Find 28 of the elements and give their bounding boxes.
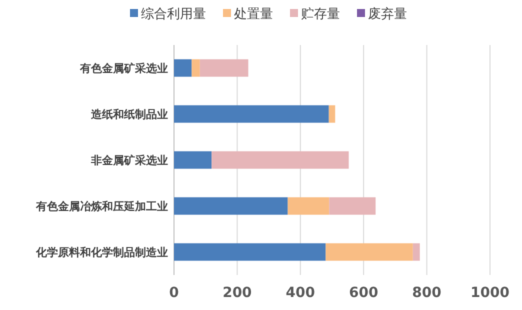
y-tick-label: 非金属矿采选业 bbox=[90, 154, 168, 167]
bar bbox=[174, 151, 212, 169]
x-tick-label: 600 bbox=[348, 285, 378, 301]
bar bbox=[174, 59, 192, 77]
bar bbox=[192, 59, 200, 77]
x-tick-label: 800 bbox=[412, 285, 442, 301]
bar bbox=[174, 105, 329, 123]
legend-label: 贮存量 bbox=[301, 7, 340, 22]
legend-label: 处置量 bbox=[234, 7, 273, 22]
bar bbox=[288, 197, 330, 215]
bar bbox=[174, 243, 326, 261]
bar bbox=[326, 243, 413, 261]
bar bbox=[412, 243, 420, 261]
x-tick-label: 0 bbox=[169, 285, 180, 301]
y-tick-label: 有色金属冶炼和压延加工业 bbox=[35, 200, 168, 213]
bar bbox=[200, 59, 248, 77]
x-tick-label: 400 bbox=[286, 285, 316, 301]
y-tick-label: 有色金属矿采选业 bbox=[79, 62, 168, 75]
legend-label: 废弃量 bbox=[368, 6, 407, 22]
y-tick-label: 化学原料和化学制品制造业 bbox=[35, 246, 168, 259]
x-tick-label: 1000 bbox=[470, 285, 510, 301]
y-tick-label: 造纸和纸制品业 bbox=[90, 108, 168, 121]
bar bbox=[174, 197, 288, 215]
bar bbox=[212, 151, 349, 169]
x-tick-label: 200 bbox=[222, 285, 252, 301]
bar bbox=[328, 105, 336, 123]
bar bbox=[329, 197, 376, 215]
legend-label: 综合利用量 bbox=[141, 7, 206, 22]
